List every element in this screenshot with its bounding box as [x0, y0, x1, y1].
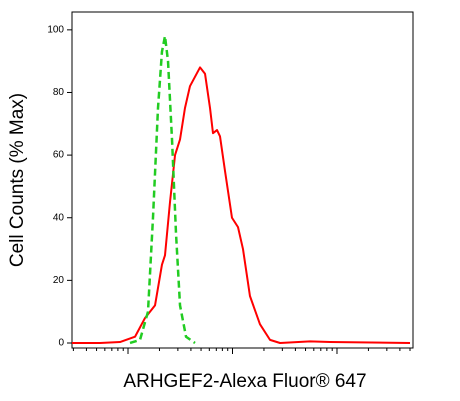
y-tick-label: 0: [58, 338, 64, 349]
y-tick-label: 20: [53, 275, 65, 286]
y-axis-label: Cell Counts (% Max): [7, 93, 28, 267]
y-tick-label: 100: [47, 24, 64, 35]
y-tick-label: 60: [53, 150, 65, 161]
histogram-curve: [129, 34, 196, 345]
x-axis-label: ARHGEF2-Alexa Fluor® 647: [123, 371, 366, 392]
histogram-curve: [72, 66, 411, 344]
plot-frame: [71, 11, 414, 349]
y-tick-label: 80: [53, 87, 65, 98]
y-tick-label: 40: [53, 212, 65, 223]
